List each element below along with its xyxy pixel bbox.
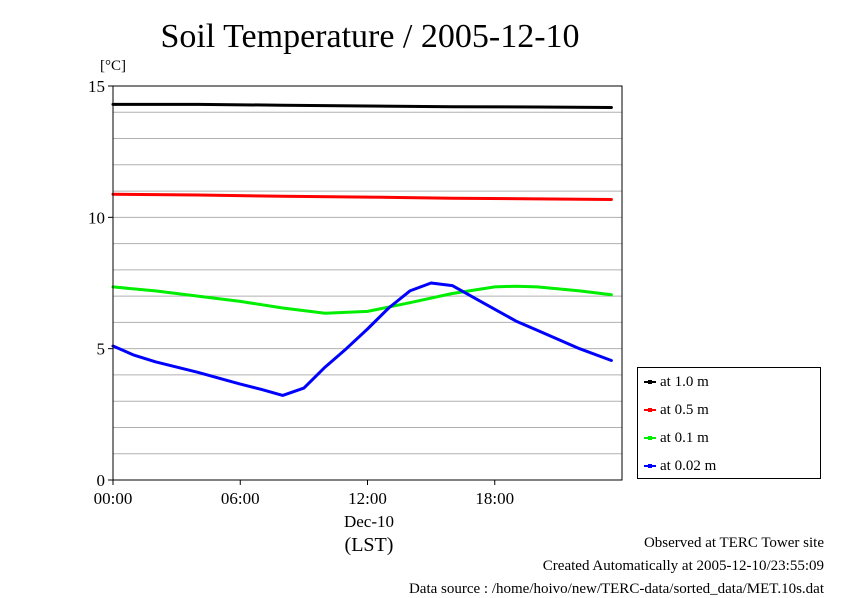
x-axis-label: (LST) <box>345 534 394 556</box>
x-date-label: Dec-10 <box>344 512 394 531</box>
legend-entry-01m: at 0.1 m <box>644 428 709 448</box>
chart-title: Soil Temperature / 2005-12-10 <box>160 18 579 55</box>
legend-swatch-05m <box>644 408 656 412</box>
y-tick-label: 10 <box>88 208 105 227</box>
legend-label-01m: at 0.1 m <box>660 429 709 446</box>
series-line-3 <box>111 281 613 397</box>
legend: at 1.0 m at 0.5 m at 0.1 m at 0.02 m <box>637 367 821 479</box>
x-tick-labels: 00:00 06:00 12:00 18:00 <box>94 480 514 508</box>
y-tick-labels: 0 5 10 15 <box>88 77 113 490</box>
legend-swatch-01m <box>644 436 656 440</box>
series-line-1 <box>111 192 613 201</box>
y-axis-label: [°C] <box>100 58 126 74</box>
legend-label-002m: at 0.02 m <box>660 457 717 474</box>
grid-lines <box>113 111 622 455</box>
x-tick-label: 12:00 <box>348 489 387 508</box>
footer-source: Data source : /home/hoivo/new/TERC-data/… <box>408 581 824 597</box>
legend-swatch-1m <box>644 380 656 384</box>
x-tick-label: 18:00 <box>475 489 514 508</box>
legend-label-1m: at 1.0 m <box>660 373 709 390</box>
series-line-2 <box>111 284 613 315</box>
series-line-0 <box>111 102 613 109</box>
footer-observed: Observed at TERC Tower site <box>643 535 824 551</box>
plot-frame <box>112 85 623 481</box>
legend-swatch-002m <box>644 464 656 468</box>
series-layer <box>111 102 613 397</box>
y-tick-label: 5 <box>97 340 106 359</box>
footer-created: Created Automatically at 2005-12-10/23:5… <box>542 558 824 574</box>
y-tick-label: 0 <box>97 471 106 490</box>
legend-entry-1m: at 1.0 m <box>644 372 709 392</box>
legend-label-05m: at 0.5 m <box>660 401 709 418</box>
x-tick-label: 00:00 <box>94 489 133 508</box>
legend-entry-002m: at 0.02 m <box>644 456 716 476</box>
x-tick-label: 06:00 <box>221 489 260 508</box>
legend-entry-05m: at 0.5 m <box>644 400 709 420</box>
y-tick-label: 15 <box>88 77 105 96</box>
